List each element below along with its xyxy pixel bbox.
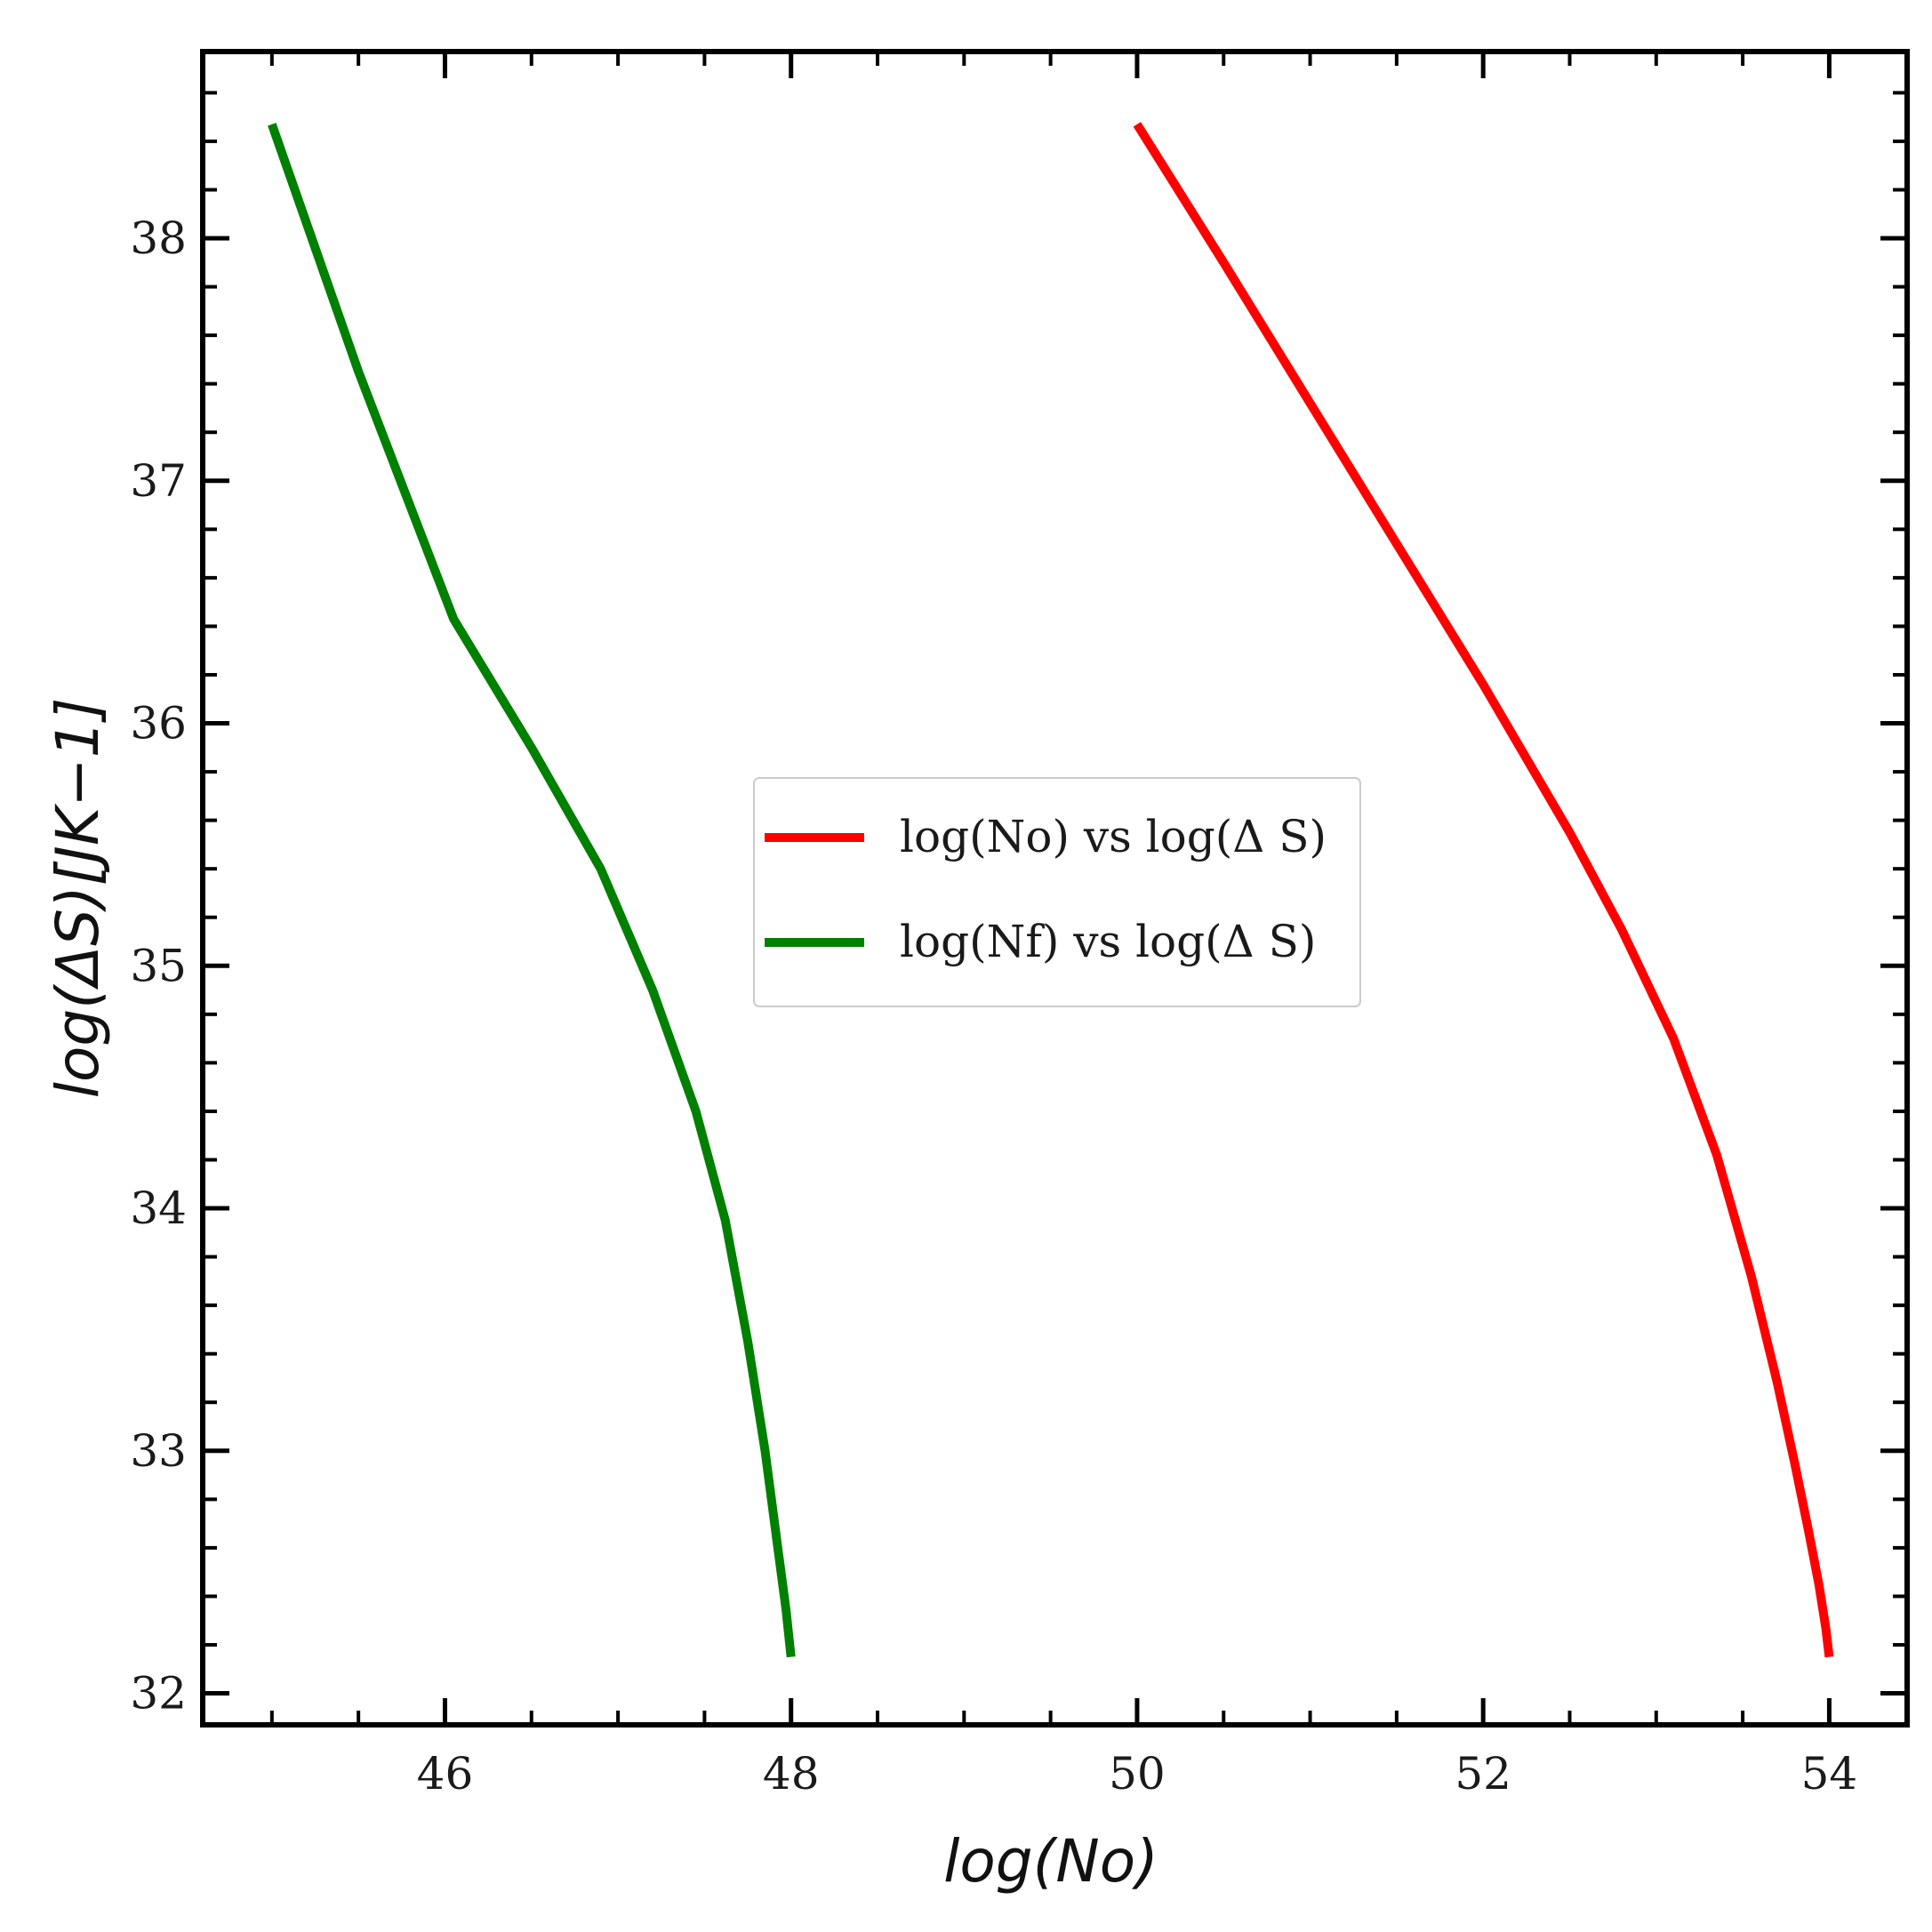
tick-label-layer: 46 48 50 52 54 32 33 34 35 36 37 38 <box>130 212 1857 1800</box>
x-axis-label: log(No) <box>943 1827 1158 1896</box>
y-tick-label: 34 <box>130 1182 187 1234</box>
y-tick-label: 32 <box>130 1668 187 1720</box>
x-tick-label: 54 <box>1801 1748 1858 1800</box>
y-tick-label: 35 <box>130 940 187 991</box>
legend-label-no: log(No) vs log(Δ S) <box>900 811 1327 862</box>
plot-area <box>200 49 1910 1728</box>
series-layer <box>268 122 1834 1658</box>
x-tick-label: 50 <box>1109 1748 1166 1800</box>
x-tick-label: 48 <box>763 1748 820 1800</box>
y-tick-label: 33 <box>130 1425 187 1477</box>
y-tick-label: 37 <box>130 455 187 507</box>
x-tick-label: 46 <box>417 1748 474 1800</box>
legend-label-nf: log(Nf) vs log(Δ S) <box>900 916 1316 967</box>
x-tick-label: 52 <box>1455 1748 1511 1800</box>
legend: log(No) vs log(Δ S) log(Nf) vs log(Δ S) <box>753 777 1361 1007</box>
plot-frame <box>200 49 1910 1728</box>
legend-box <box>753 777 1361 1007</box>
y-tick-label: 36 <box>130 698 187 750</box>
series-line-0 <box>1133 122 1834 1658</box>
y-axis-label: log(ΔS)[JK−1] <box>44 698 112 1099</box>
y-tick-label: 38 <box>130 212 187 264</box>
series-line-1 <box>268 123 796 1658</box>
